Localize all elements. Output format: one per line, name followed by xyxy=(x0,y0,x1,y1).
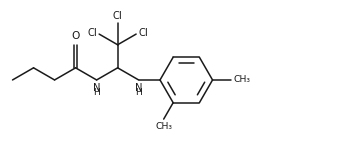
Text: H: H xyxy=(93,88,100,97)
Text: N: N xyxy=(93,83,101,93)
Text: CH₃: CH₃ xyxy=(155,122,172,131)
Text: Cl: Cl xyxy=(87,28,97,38)
Text: CH₃: CH₃ xyxy=(234,75,251,85)
Text: O: O xyxy=(72,31,80,41)
Text: H: H xyxy=(135,88,142,97)
Text: Cl: Cl xyxy=(113,11,122,21)
Text: N: N xyxy=(135,83,142,93)
Text: Cl: Cl xyxy=(138,28,148,38)
